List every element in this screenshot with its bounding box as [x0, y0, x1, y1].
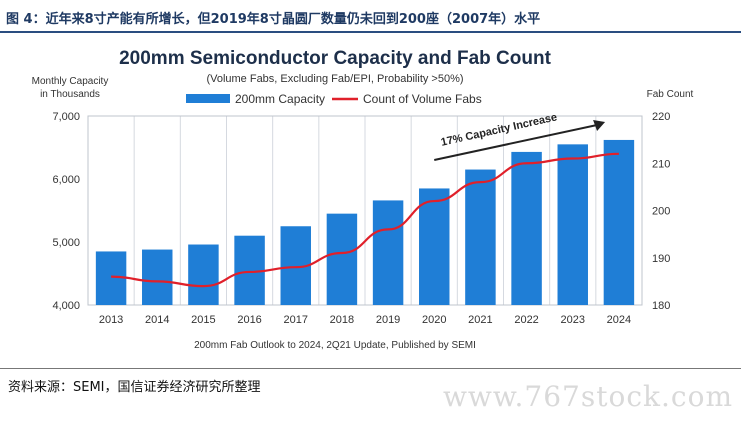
y-right-tick-label: 190 [652, 253, 670, 265]
x-tick-label: 2015 [191, 314, 215, 326]
y-right-tick-label: 210 [652, 158, 670, 170]
capacity-bar [372, 200, 404, 305]
fab-count-line [111, 152, 619, 288]
y-left-tick-label: 4,000 [52, 300, 80, 312]
plot-border [87, 115, 643, 306]
legend-bar-label: 200mm Capacity [235, 92, 325, 106]
capacity-bar [419, 188, 450, 305]
y-left-tick-label: 7,000 [52, 111, 80, 123]
x-tick-label: 2020 [422, 314, 446, 326]
x-tick-label: 2018 [330, 314, 354, 326]
x-tick-label: 2022 [514, 314, 538, 326]
x-tick-label: 2016 [237, 314, 261, 326]
capacity-bar [95, 251, 127, 305]
capacity-bar [603, 139, 635, 305]
y-left-label: in Thousands [40, 89, 100, 100]
capacity-fab-chart: 2013 2014 2015 2016 2017 2018 2019 2020 2021 2022… [32, 48, 694, 351]
figure-title: 图 4：近年来8寸产能有所增长，但2019年8寸晶圆厂数量仍未回到200座（20… [6, 12, 541, 27]
capacity-bar [326, 213, 358, 305]
y-left-tick-label: 5,000 [52, 237, 80, 249]
legend-bar-swatch [186, 94, 230, 103]
y-right-tick-label: 200 [652, 206, 670, 218]
x-tick-label: 2013 [99, 314, 123, 326]
y-left-label: Monthly Capacity [32, 76, 109, 87]
capacity-bar [511, 151, 542, 305]
x-tick-label: 2014 [145, 314, 169, 326]
capacity-bar [142, 249, 173, 305]
legend-line-label: Count of Volume Fabs [363, 92, 482, 106]
x-tick-label: 2019 [376, 314, 400, 326]
y-left-tick-label: 6,000 [52, 174, 80, 186]
capacity-bar [465, 169, 496, 305]
x-tick-label: 2021 [468, 314, 492, 326]
annotation-arrow [434, 124, 598, 161]
x-tick-label: 2017 [284, 314, 308, 326]
capacity-bar [234, 235, 265, 305]
x-tick-label: 2023 [561, 314, 585, 326]
chart-container: 2013 2014 2015 2016 2017 2018 2019 2020 2021 2022… [30, 38, 710, 358]
capacity-bar [557, 144, 588, 305]
watermark: www.767stock.com [442, 380, 733, 413]
chart-title: 200mm Semiconductor Capacity and Fab Cou… [119, 48, 551, 69]
y-right-tick-label: 220 [652, 111, 670, 123]
y-right-tick-label: 180 [652, 300, 670, 312]
title-divider [0, 31, 741, 33]
annotation-arrowhead [593, 120, 606, 131]
chart-subtitle: (Volume Fabs, Excluding Fab/EPI, Probabi… [206, 73, 463, 85]
x-tick-label: 2024 [607, 314, 631, 326]
source-note: 资料来源：SEMI，国信证券经济研究所整理 [8, 380, 261, 395]
chart-footnote: 200mm Fab Outlook to 2024, 2Q21 Update, … [194, 340, 476, 351]
figure-title-bar: 图 4：近年来8寸产能有所增长，但2019年8寸晶圆厂数量仍未回到200座（20… [0, 0, 741, 33]
source-divider [0, 368, 741, 369]
capacity-bar [188, 244, 219, 305]
y-right-label: Fab Count [647, 89, 694, 100]
